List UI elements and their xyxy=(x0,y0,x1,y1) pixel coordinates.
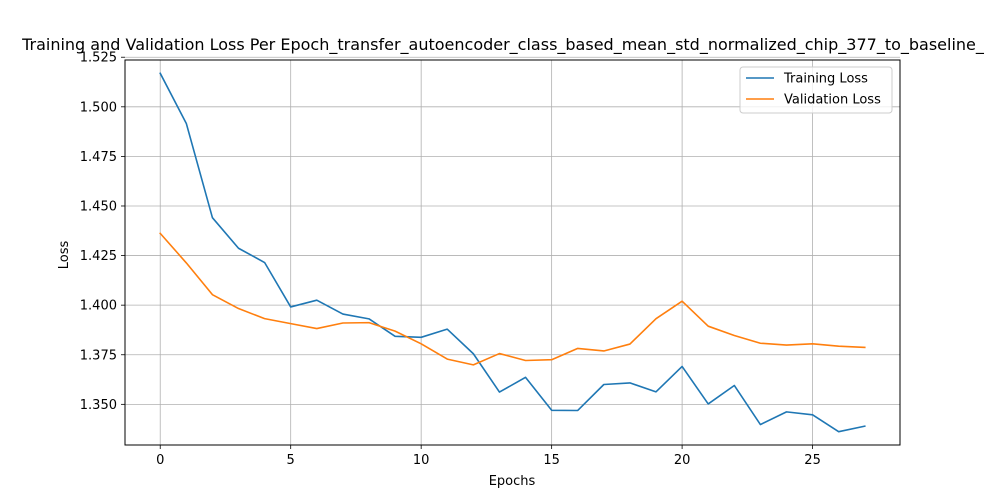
legend-box xyxy=(739,66,893,114)
y-tick-label: 1.525 xyxy=(80,51,117,66)
axes-frame xyxy=(124,59,901,446)
x-tick-label: 10 xyxy=(413,453,430,468)
y-tick-label: 1.425 xyxy=(80,249,117,264)
chart-title: Training and Validation Loss Per Epoch_t… xyxy=(21,35,985,55)
validation-loss-line xyxy=(159,232,866,366)
legend: Training Loss Validation Loss xyxy=(739,66,893,114)
y-tick-label: 1.450 xyxy=(80,199,117,214)
validation-loss-legend-label: Validation Loss xyxy=(784,93,881,108)
y-tick-label: 1.350 xyxy=(80,398,117,413)
grid-lines xyxy=(125,56,900,445)
series-lines xyxy=(159,72,866,433)
y-tick-label: 1.500 xyxy=(80,100,117,115)
x-tick-label: 20 xyxy=(674,453,691,468)
plot-area xyxy=(124,56,901,446)
y-tick-label: 1.375 xyxy=(80,348,117,363)
x-axis: 0 5 10 15 20 25 xyxy=(156,445,821,468)
y-tick-label: 1.475 xyxy=(80,150,117,165)
x-tick-label: 0 xyxy=(156,453,164,468)
y-tick-label: 1.400 xyxy=(80,299,117,314)
y-axis-label: Loss xyxy=(57,241,72,270)
y-axis: 1.350 1.375 1.400 1.425 1.450 1.475 1.500 1.525 xyxy=(80,51,125,413)
training-loss-line xyxy=(159,72,866,433)
x-tick-label: 15 xyxy=(543,453,560,468)
x-tick-label: 25 xyxy=(804,453,821,468)
x-tick-label: 5 xyxy=(287,453,295,468)
training-loss-legend-label: Training Loss xyxy=(783,72,868,87)
x-axis-label: Epochs xyxy=(489,474,536,489)
